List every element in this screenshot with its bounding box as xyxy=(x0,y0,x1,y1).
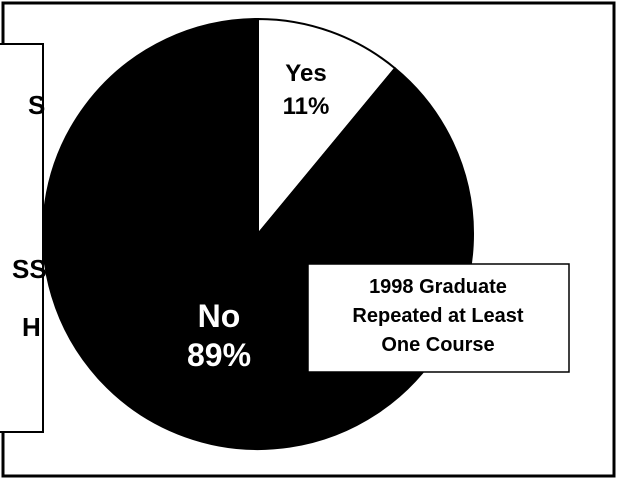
slice-value-no: 89% xyxy=(187,337,251,373)
pie-slices xyxy=(42,17,474,450)
pie-slice-yes xyxy=(257,17,397,237)
side-panel-text-1: S xyxy=(28,90,45,120)
pie-slice-no xyxy=(42,17,474,450)
side-panel xyxy=(0,43,44,433)
slice-value-yes: 11% xyxy=(283,93,330,120)
chart-title-line-2: Repeated at Least xyxy=(352,305,524,327)
chart-title-line-3: One Course xyxy=(381,334,494,356)
slice-label-no: No xyxy=(198,298,241,334)
title-box xyxy=(307,263,570,373)
slice-label-yes: Yes xyxy=(285,60,326,87)
side-panel-text-2: SS xyxy=(12,254,47,284)
side-panel-text-3: H xyxy=(22,312,41,342)
chart-title-line-1: 1998 Graduate xyxy=(369,276,507,298)
